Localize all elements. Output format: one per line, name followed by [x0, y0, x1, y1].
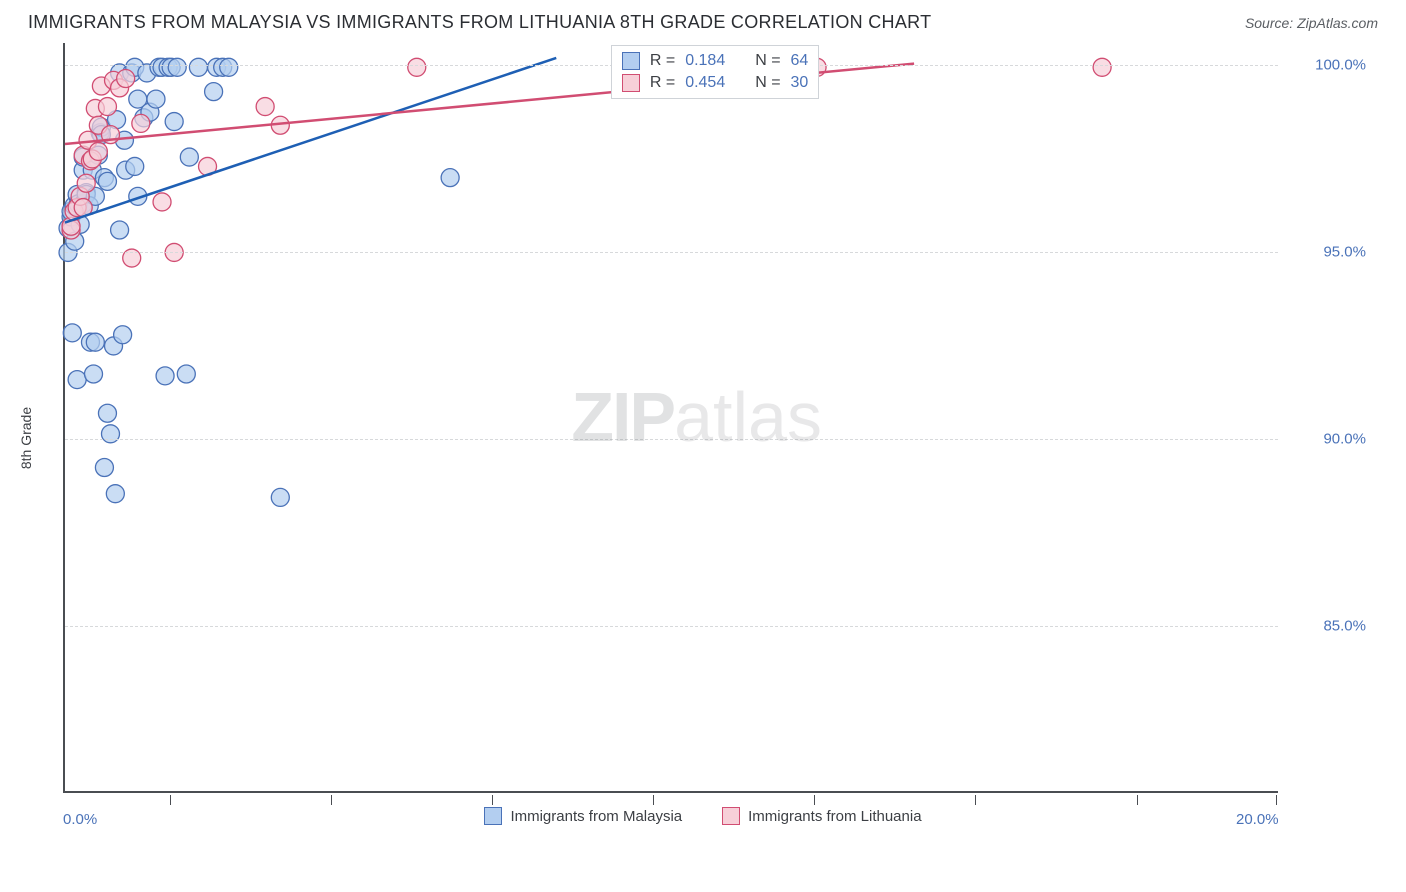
- legend-row: R = 0.454 N = 30: [622, 72, 808, 94]
- y-tick-label: 100.0%: [1315, 57, 1366, 74]
- legend-n-label: N =: [755, 74, 780, 92]
- plot-area: ZIPatlas R =0.184N =64R =0.454N =30: [63, 43, 1278, 793]
- legend-label: Immigrants from Lithuania: [748, 808, 921, 825]
- legend-n-label: N =: [755, 52, 780, 70]
- x-tick: [170, 795, 171, 805]
- page-title: IMMIGRANTS FROM MALAYSIA VS IMMIGRANTS F…: [28, 12, 931, 33]
- legend-swatch-icon: [484, 807, 502, 825]
- x-tick: [814, 795, 815, 805]
- legend-bottom: Immigrants from Malaysia Immigrants from…: [28, 807, 1378, 825]
- legend-n-value: 30: [791, 74, 809, 92]
- legend-row: R = 0.184 N = 64: [622, 50, 808, 72]
- y-axis-label: 8th Grade: [18, 407, 34, 469]
- x-tick-label: 0.0%: [63, 811, 97, 828]
- x-tick: [1276, 795, 1277, 805]
- legend-r-value: 0.454: [685, 74, 745, 92]
- gridline: [65, 626, 1278, 627]
- y-tick-label: 90.0%: [1323, 431, 1366, 448]
- gridline: [65, 439, 1278, 440]
- x-tick: [653, 795, 654, 805]
- y-tick-label: 95.0%: [1323, 244, 1366, 261]
- scatter-plot: [65, 43, 1278, 791]
- legend-label: Immigrants from Malaysia: [510, 808, 682, 825]
- legend-r-value: 0.184: [685, 52, 745, 70]
- y-tick-label: 85.0%: [1323, 618, 1366, 635]
- legend-r-label: R =: [650, 74, 675, 92]
- correlation-legend: R = 0.184 N = 64 R = 0.454 N = 30: [611, 45, 819, 99]
- legend-swatch-icon: [622, 52, 640, 70]
- legend-swatch-icon: [722, 807, 740, 825]
- source-attribution: Source: ZipAtlas.com: [1245, 15, 1378, 31]
- legend-swatch-icon: [622, 74, 640, 92]
- gridline: [65, 252, 1278, 253]
- x-tick: [331, 795, 332, 805]
- x-tick: [492, 795, 493, 805]
- legend-item-malaysia: Immigrants from Malaysia: [484, 807, 682, 825]
- x-tick-label: 20.0%: [1236, 811, 1279, 828]
- legend-item-lithuania: Immigrants from Lithuania: [722, 807, 921, 825]
- legend-n-value: 64: [791, 52, 809, 70]
- x-tick: [975, 795, 976, 805]
- chart-container: 8th Grade ZIPatlas R =0.184N =64R =0.454…: [28, 43, 1378, 833]
- x-tick: [1137, 795, 1138, 805]
- legend-r-label: R =: [650, 52, 675, 70]
